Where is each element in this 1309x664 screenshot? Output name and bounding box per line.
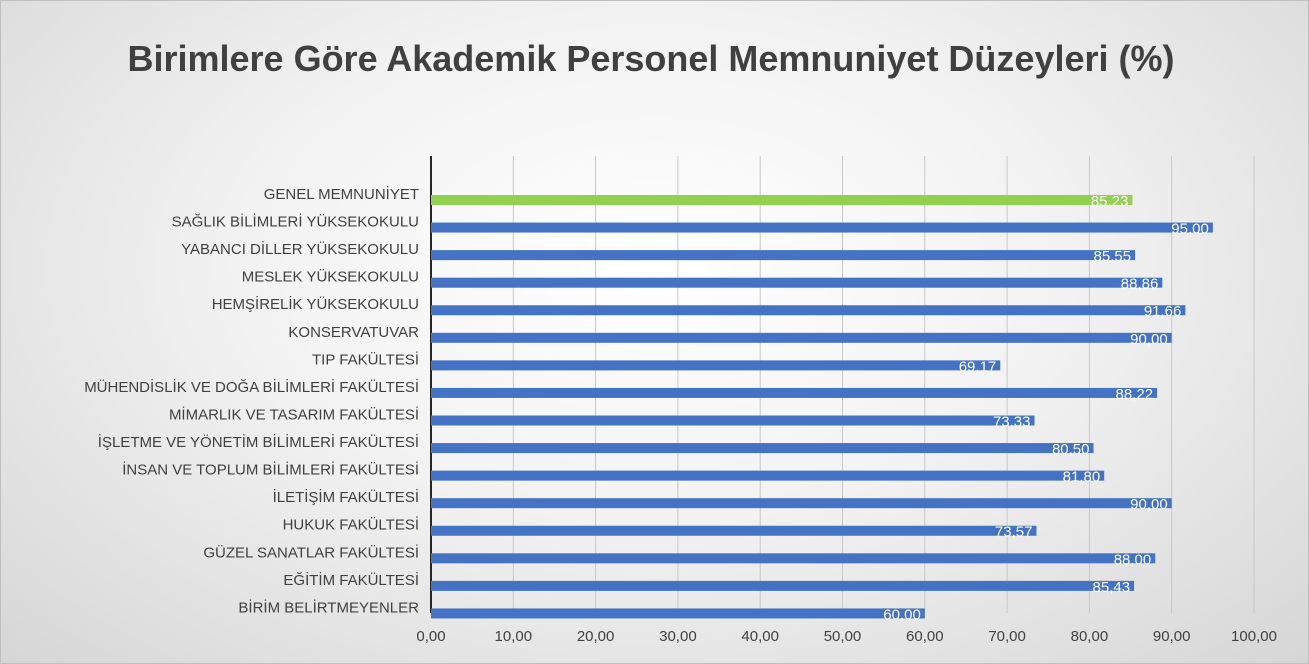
x-tick-label: 20,00: [577, 628, 615, 645]
bar: [431, 553, 1156, 564]
bar: [431, 525, 1037, 536]
data-label: 69,17: [959, 358, 997, 375]
data-label: 73,33: [993, 413, 1031, 430]
chart-title: Birimlere Göre Akademik Personel Memnuni…: [127, 38, 1175, 79]
data-label: 95,00: [1171, 221, 1209, 238]
y-tick-label: EĞİTİM FAKÜLTESİ: [283, 571, 419, 589]
x-tick-label: 0,00: [416, 628, 445, 645]
y-tick-label: MESLEK YÜKSEKOKULU: [242, 268, 419, 286]
y-tick-label: HEMŞİRELİK YÜKSEKOKULU: [212, 295, 419, 313]
data-label: 85,43: [1093, 579, 1131, 596]
y-tick-label: GÜZEL SANATLAR FAKÜLTESİ: [203, 543, 419, 561]
data-label: 85,23: [1091, 193, 1129, 210]
bar: [431, 608, 925, 619]
bar: [431, 387, 1158, 398]
y-tick-label: TIP FAKÜLTESİ: [312, 350, 419, 368]
x-tick-label: 50,00: [824, 628, 862, 645]
x-tick-label: 60,00: [906, 628, 944, 645]
x-tick-label: 90,00: [1153, 628, 1191, 645]
y-tick-label: YABANCI DİLLER YÜKSEKOKULU: [181, 240, 419, 258]
y-tick-label: HUKUK FAKÜLTESİ: [283, 516, 419, 534]
y-tick-label: KONSERVATUVAR: [288, 324, 419, 341]
y-tick-label: İLETİŞİM FAKÜLTESİ: [273, 488, 419, 506]
data-label: 80,50: [1052, 441, 1090, 458]
y-tick-label: MİMARLIK VE TASARIM FAKÜLTESİ: [169, 405, 419, 423]
data-label: 88,22: [1116, 386, 1154, 403]
bar: [431, 277, 1163, 288]
bar: [431, 470, 1105, 481]
data-label: 73,57: [995, 524, 1033, 541]
bar: [431, 332, 1172, 343]
x-tick-label: 40,00: [741, 628, 779, 645]
bar: [431, 305, 1186, 316]
bar: [431, 360, 1001, 371]
bar: [431, 443, 1094, 454]
data-label: 91,66: [1144, 303, 1182, 320]
bar: [431, 195, 1133, 205]
data-label: 85,55: [1094, 248, 1132, 265]
x-tick-label: 100,00: [1231, 628, 1277, 645]
data-label: 90,00: [1130, 496, 1168, 513]
y-tick-label: MÜHENDİSLİK VE DOĞA BİLİMLERİ FAKÜLTESİ: [84, 378, 419, 396]
x-tick-label: 10,00: [495, 628, 533, 645]
y-tick-label: BİRİM BELİRTMEYENLER: [238, 598, 419, 616]
y-tick-label: GENEL MEMNUNİYET: [264, 185, 419, 203]
x-tick-label: 30,00: [659, 628, 697, 645]
bar: [431, 580, 1135, 591]
y-tick-label: İNSAN VE TOPLUM BİLİMLERİ FAKÜLTESİ: [122, 461, 419, 479]
bar: [431, 498, 1172, 509]
x-tick-label: 80,00: [1071, 628, 1109, 645]
bar: [431, 222, 1213, 233]
data-label: 88,86: [1121, 276, 1159, 293]
y-tick-label: İŞLETME VE YÖNETİM BİLİMLERİ FAKÜLTESİ: [98, 433, 419, 451]
data-label: 88,00: [1114, 551, 1152, 568]
data-label: 81,80: [1063, 469, 1101, 486]
bar: [431, 250, 1136, 261]
bar: [431, 415, 1035, 426]
data-label: 60,00: [883, 606, 921, 623]
y-tick-label: SAĞLIK BİLİMLERİ YÜKSEKOKULU: [172, 213, 419, 231]
data-label: 90,00: [1130, 331, 1168, 348]
x-tick-label: 70,00: [988, 628, 1026, 645]
